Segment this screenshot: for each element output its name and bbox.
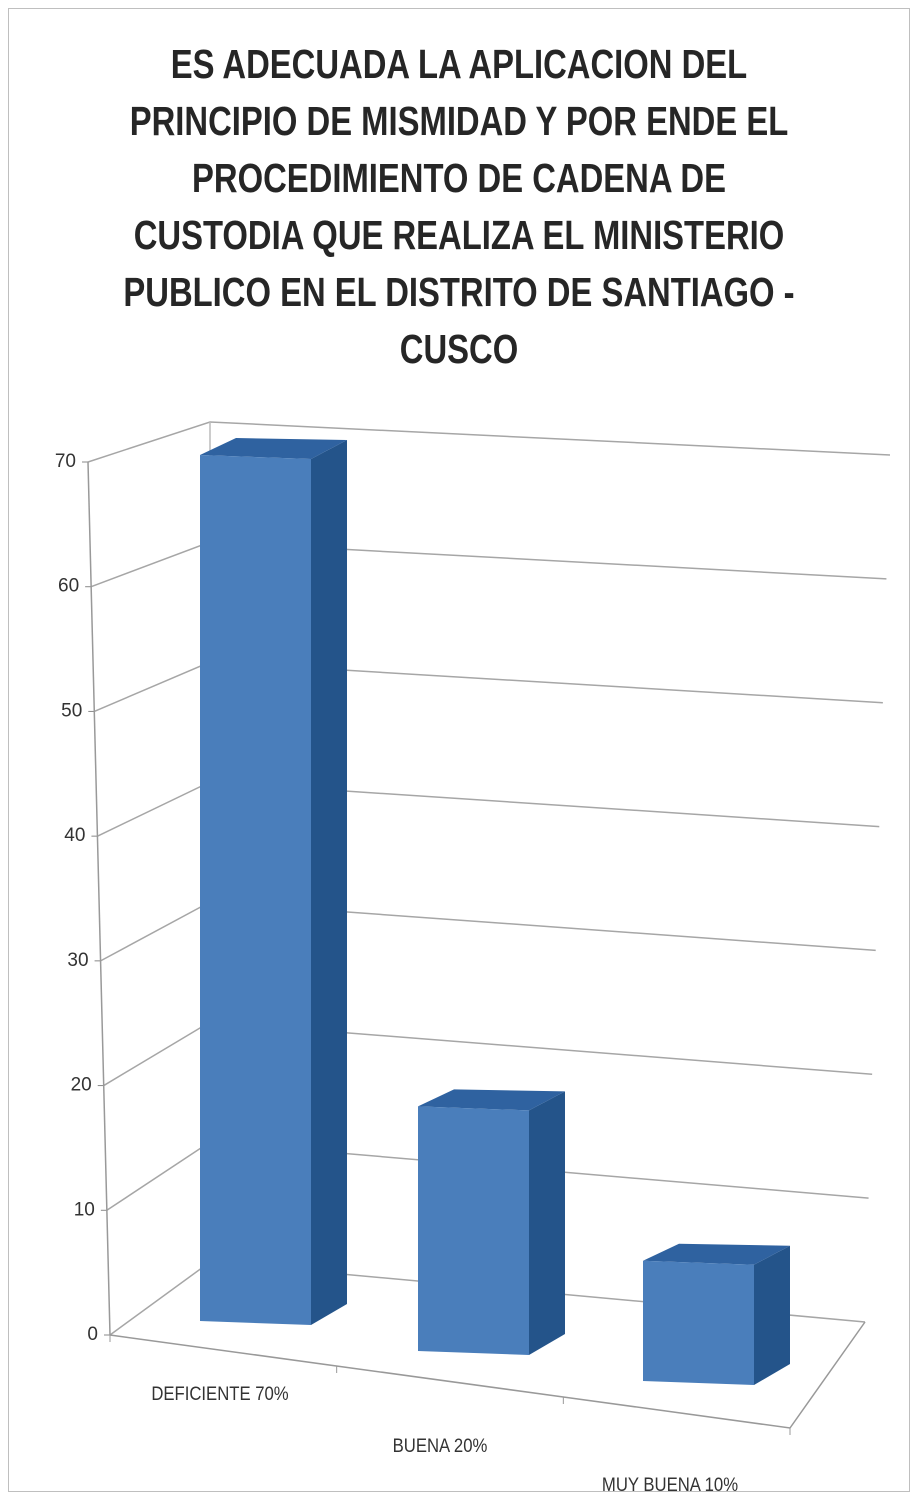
bar-top: [643, 1243, 790, 1265]
bar-side: [529, 1091, 565, 1355]
x-tick-label: BUENA 20%: [393, 1435, 488, 1456]
bar-side: [311, 440, 347, 1325]
chart-title: ES ADECUADA LA APLICACION DEL PRINCIPIO …: [123, 41, 795, 372]
y-tick-label: 20: [71, 1075, 92, 1096]
x-tick-label: DEFICIENTE 70%: [151, 1383, 288, 1404]
y-tick-label: 10: [74, 1199, 95, 1220]
bar-top: [418, 1089, 565, 1111]
bar: [643, 1260, 754, 1385]
y-tick-label: 50: [61, 700, 82, 721]
bar: [200, 455, 311, 1325]
chart-frame: [8, 8, 910, 1492]
bar: [418, 1106, 529, 1355]
y-axis: [87, 461, 111, 1336]
y-tick-label: 0: [87, 1324, 98, 1345]
y-tick-label: 30: [67, 950, 88, 971]
bar-top: [200, 438, 347, 459]
bar-side: [754, 1245, 790, 1385]
y-tick-label: 70: [55, 451, 76, 472]
x-tick-label: MUY BUENA 10%: [602, 1474, 738, 1495]
y-tick-label: 40: [64, 825, 85, 846]
y-tick-label: 60: [58, 576, 79, 597]
